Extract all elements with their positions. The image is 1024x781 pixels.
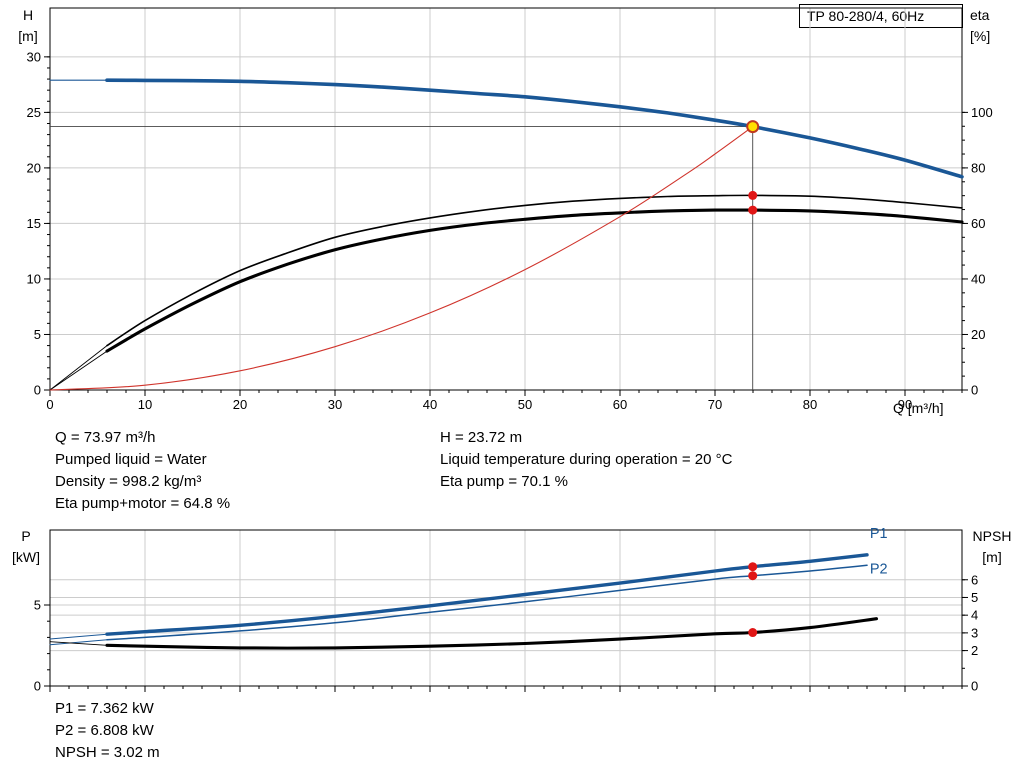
left-tick-label: 20 [27, 160, 41, 175]
info-line: Eta pump = 70.1 % [440, 473, 568, 490]
info-line: Q = 73.97 m³/h [55, 429, 156, 446]
eta-pump-lead [49, 345, 108, 391]
info-line: Eta pump+motor = 64.8 % [55, 495, 231, 512]
eta-pump-point [748, 190, 758, 200]
right-tick-label: 4 [971, 608, 978, 623]
right-tick-label: 20 [971, 327, 985, 342]
x-tick-label: 80 [803, 397, 817, 412]
p1-curve-lead [49, 633, 108, 640]
info-line: Density = 998.2 kg/m³ [55, 473, 202, 490]
left-tick-label: 5 [34, 598, 41, 613]
axis-title-p: P [21, 528, 31, 544]
right-tick-label: 100 [971, 105, 993, 120]
info-line: P1 = 7.362 kW [55, 700, 154, 717]
pump-model-label: TP 80-280/4, 60Hz [807, 8, 925, 24]
plot-frame [49, 7, 963, 391]
x-tick-label: 20 [233, 397, 247, 412]
eta-pump-curve [106, 194, 963, 347]
right-tick-label: 3 [971, 625, 978, 640]
x-tick-label: 60 [613, 397, 627, 412]
left-tick-label: 5 [34, 327, 41, 342]
x-tick-label: 70 [708, 397, 722, 412]
eta-pump-motor-curve [105, 208, 964, 353]
left-tick-label: 10 [27, 271, 41, 286]
left-tick-label: 25 [27, 105, 41, 120]
right-tick-label: 40 [971, 271, 985, 286]
right-tick-label: 80 [971, 160, 985, 175]
affinity-parabola [49, 126, 754, 391]
power-npsh-chart[interactable]: 0 5 0 2 3 4 5 6 P1 P2 [0, 520, 1024, 720]
left-tick-label: 0 [34, 679, 41, 694]
x-tick-label: 40 [423, 397, 437, 412]
eta-pump-motor-lead [49, 350, 108, 391]
x-tick-label: 50 [518, 397, 532, 412]
axis-title-p-unit: [kW] [12, 549, 40, 565]
x-tick-label: 90 [898, 397, 912, 412]
hq-eta-chart[interactable]: 0 10 20 30 40 50 60 70 80 90 0 5 10 15 20 25 30 0 20 40 60 80… [0, 0, 1024, 420]
p2-curve-lead [49, 639, 108, 646]
right-tick-label: 5 [971, 590, 978, 605]
x-tick-label: 10 [138, 397, 152, 412]
npsh-point [748, 628, 758, 638]
left-tick-label: 30 [27, 49, 41, 64]
eta-pump-motor-point [748, 205, 758, 215]
head-curve [105, 78, 964, 179]
info-line: P2 = 6.808 kW [55, 722, 154, 739]
axis-title-h: H [22, 7, 34, 23]
left-tick-label: 0 [34, 383, 41, 398]
top-left-axis-title: H [m] [8, 5, 48, 47]
p2-point [748, 571, 758, 581]
duty-point[interactable] [746, 120, 760, 134]
plot-frame [49, 529, 963, 687]
axis-title-npsh-unit: [m] [982, 549, 1002, 565]
x-tick-label: 0 [46, 397, 53, 412]
duty-info-right: H = 23.72 m Liquid temperature during ope… [440, 429, 732, 495]
x-axis-title: Q [m³/h] [893, 400, 944, 416]
p1-label: P1 [870, 526, 888, 542]
axis-title-eta-unit: [%] [970, 28, 991, 44]
right-tick-label: 0 [971, 679, 978, 694]
x-tick-label: 30 [328, 397, 342, 412]
info-line: H = 23.72 m [440, 429, 523, 446]
bottom-left-axis-title: P [kW] [4, 526, 48, 568]
power-npsh-info: P1 = 7.362 kW P2 = 6.808 kW NPSH = 3.02 m [55, 700, 160, 766]
right-tick-label: 0 [971, 383, 978, 398]
npsh-curve-lead [49, 641, 108, 646]
right-tick-label: 2 [971, 643, 978, 658]
info-line: Pumped liquid = Water [55, 451, 207, 468]
npsh-curve [105, 617, 879, 650]
axis-title-npsh: NPSH [972, 528, 1012, 544]
left-tick-label: 15 [27, 216, 41, 231]
right-tick-label: 60 [971, 216, 985, 231]
info-line: Liquid temperature during operation = 20… [440, 451, 733, 468]
info-line: NPSH = 3.02 m [55, 744, 160, 761]
p2-label: P2 [870, 561, 888, 577]
right-tick-label: 6 [971, 572, 978, 587]
top-right-axis-title: eta [%] [970, 5, 1020, 47]
axis-title-eta: eta [970, 7, 990, 23]
bottom-right-axis-title: NPSH [m] [964, 526, 1020, 568]
p1-point [748, 562, 758, 572]
axis-title-h-unit: [m] [18, 28, 38, 44]
duty-info-left: Q = 73.97 m³/h Pumped liquid = Water Densi… [55, 429, 230, 517]
